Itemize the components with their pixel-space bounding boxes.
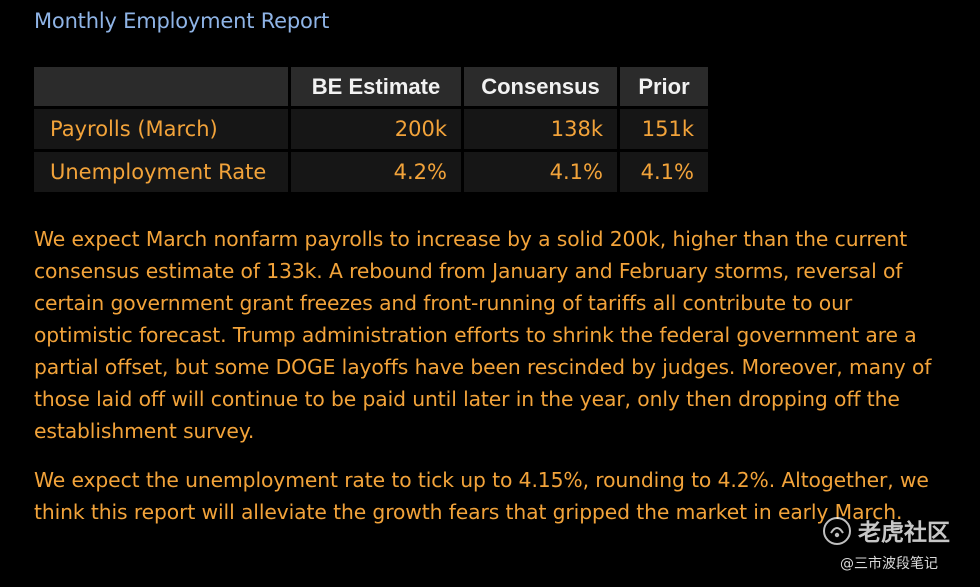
consensus-cell: 4.1% bbox=[464, 152, 617, 192]
unemployment-commentary: We expect the unemployment rate to tick … bbox=[34, 468, 929, 524]
report-title: Monthly Employment Report bbox=[34, 9, 330, 33]
table-row: Payrolls (March) 200k 138k 151k bbox=[34, 109, 708, 149]
header-be-estimate: BE Estimate bbox=[291, 67, 461, 106]
consensus-cell: 138k bbox=[464, 109, 617, 149]
row-label: Unemployment Rate bbox=[34, 152, 288, 192]
header-prior: Prior bbox=[620, 67, 708, 106]
header-corner bbox=[34, 67, 288, 106]
watermark-brand: 老虎社区 bbox=[858, 520, 950, 546]
payrolls-commentary: We expect March nonfarm payrolls to incr… bbox=[34, 227, 932, 443]
watermark-author: @三市波段笔记 bbox=[840, 556, 938, 572]
prior-cell: 151k bbox=[620, 109, 708, 149]
be-estimate-cell: 200k bbox=[291, 109, 461, 149]
table-row: Unemployment Rate 4.2% 4.1% 4.1% bbox=[34, 152, 708, 192]
be-estimate-cell: 4.2% bbox=[291, 152, 461, 192]
table-header-row: BE Estimate Consensus Prior bbox=[34, 67, 708, 106]
prior-cell: 4.1% bbox=[620, 152, 708, 192]
tiger-logo-icon bbox=[823, 517, 851, 545]
header-consensus: Consensus bbox=[464, 67, 617, 106]
estimates-table: BE Estimate Consensus Prior Payrolls (Ma… bbox=[31, 64, 711, 195]
row-label: Payrolls (March) bbox=[34, 109, 288, 149]
